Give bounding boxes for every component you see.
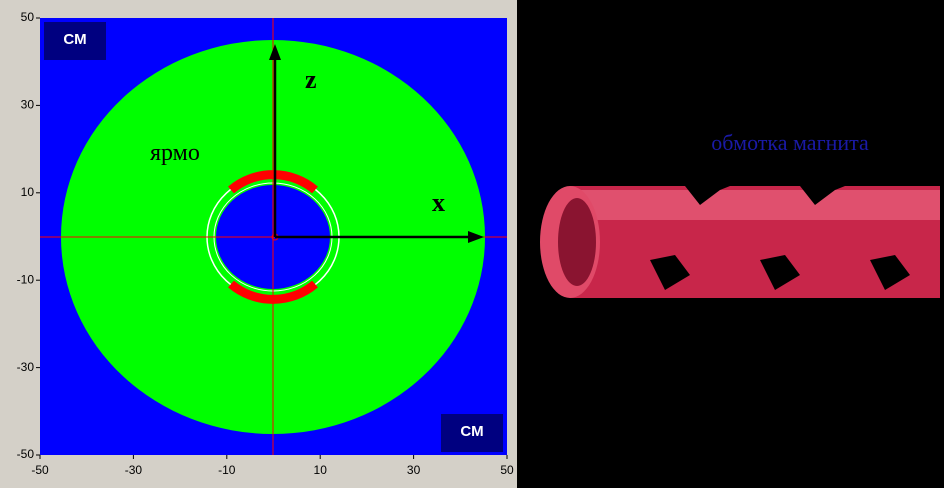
y-tick-label: -50 [17, 447, 35, 461]
coil-gap [870, 255, 910, 290]
coil-illustration [540, 186, 940, 298]
x-arrow [468, 231, 484, 243]
y-tick-label: -10 [17, 272, 35, 286]
coil-gap [650, 255, 690, 290]
coil-highlight [570, 190, 940, 220]
y-tick-label: 50 [21, 10, 35, 24]
x-tick-label: -50 [31, 463, 49, 477]
x-tick-label: 10 [314, 463, 328, 477]
region-label: ярмо [150, 140, 200, 166]
unit-label: CM [63, 31, 86, 48]
x-tick-label: 50 [500, 463, 514, 477]
coil-gap [760, 255, 800, 290]
z-arrow [269, 44, 281, 60]
unit-label: CM [460, 423, 483, 440]
coil-bore [558, 198, 596, 286]
coil-gap [800, 186, 845, 205]
y-tick-label: -30 [17, 360, 35, 374]
y-tick-label: 10 [21, 185, 35, 199]
z-label: z [305, 65, 317, 94]
x-tick-label: -30 [125, 463, 143, 477]
x-tick-label: -10 [218, 463, 236, 477]
caption: обмотка магнита [711, 130, 869, 155]
x-tick-label: 30 [407, 463, 421, 477]
x-label: x [432, 188, 445, 217]
y-tick-label: 30 [21, 98, 35, 112]
unit-box [44, 22, 106, 60]
unit-box [441, 414, 503, 452]
coil-gap [685, 186, 730, 205]
